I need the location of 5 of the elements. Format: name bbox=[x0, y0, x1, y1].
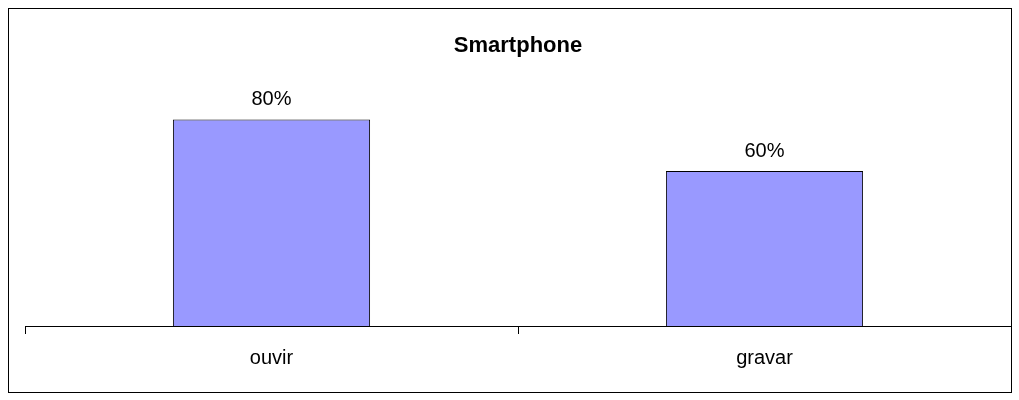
chart-title: Smartphone bbox=[453, 32, 583, 58]
x-tick-label: gravar bbox=[736, 345, 794, 368]
data-label: 80% bbox=[251, 86, 292, 109]
data-label: 60% bbox=[744, 138, 785, 161]
x-tick-label: ouvir bbox=[249, 345, 294, 368]
